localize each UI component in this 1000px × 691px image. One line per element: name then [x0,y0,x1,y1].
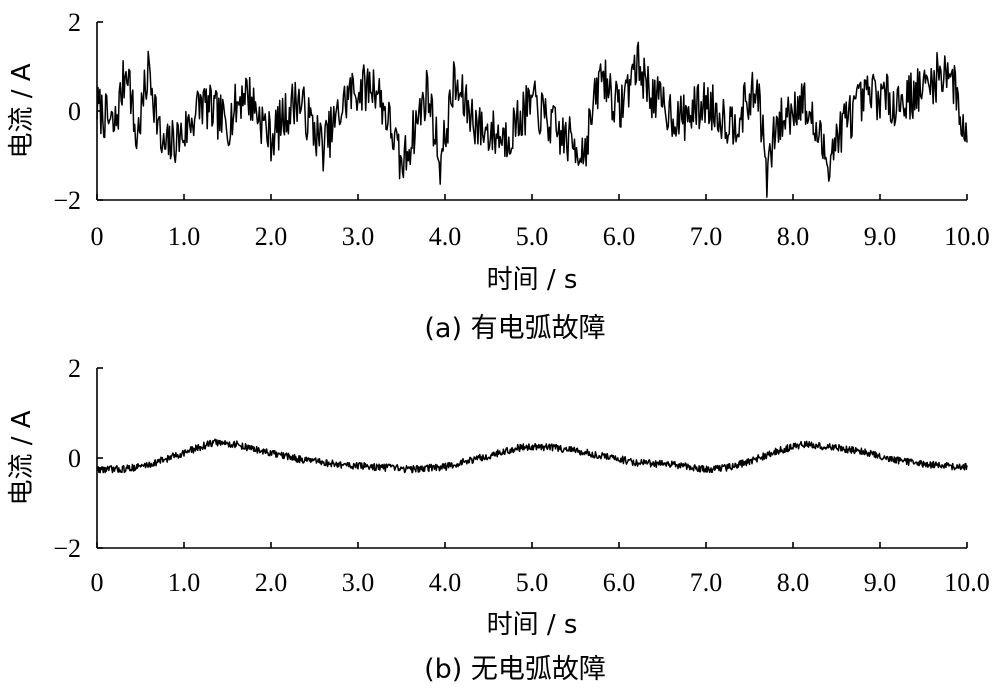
panel-b: 0 1.0 2.0 3.0 4.0 5.0 6.0 7.0 8.0 9.0 10.0 −2 0 2 时间 /… [7,354,990,685]
y-tick-label: 2 [68,354,81,383]
x-tick-label: 5.0 [516,568,549,597]
panel-a: 0 1.0 2.0 3.0 4.0 5.0 6.0 7.0 8.0 9.0 10.0 −2 0 2 时间 /… [7,8,990,344]
y-tick-label: 0 [68,444,81,473]
x-tick-label: 5.0 [516,222,549,251]
x-tick-label: 0 [91,568,104,597]
series-line [96,41,968,198]
x-tick-label: 7.0 [690,222,723,251]
panel-caption: (a) 有电弧故障 [424,313,605,344]
x-tick-label: 9.0 [864,222,897,251]
y-axis-label: 电流 / A [7,410,37,505]
x-tick-label: 6.0 [603,222,636,251]
x-tick-label: 3.0 [342,568,375,597]
x-tick-label: 3.0 [342,222,375,251]
x-tick-label: 7.0 [690,568,723,597]
x-tick-label: 8.0 [777,568,810,597]
series-line [96,438,968,474]
x-tick-label: 4.0 [429,222,462,251]
x-tick-label: 1.0 [168,222,201,251]
x-tick-label: 8.0 [777,222,810,251]
x-tick-label: 9.0 [864,568,897,597]
y-tick-label: −2 [53,186,81,215]
y-axis-label: 电流 / A [7,63,37,158]
x-tick-label: 2.0 [255,568,288,597]
panel-caption: (b) 无电弧故障 [424,654,606,685]
x-tick-label: 1.0 [168,568,201,597]
x-tick-label: 0 [91,222,104,251]
y-tick-label: 2 [68,8,81,37]
x-axis-label: 时间 / s [487,265,578,295]
y-tick-label: 0 [68,97,81,126]
x-tick-label: 10.0 [944,568,990,597]
x-tick-label: 2.0 [255,222,288,251]
x-tick-label: 10.0 [944,222,990,251]
x-tick-label: 4.0 [429,568,462,597]
y-tick-label: −2 [53,534,81,563]
x-tick-label: 6.0 [603,568,636,597]
x-axis-label: 时间 / s [487,610,578,640]
